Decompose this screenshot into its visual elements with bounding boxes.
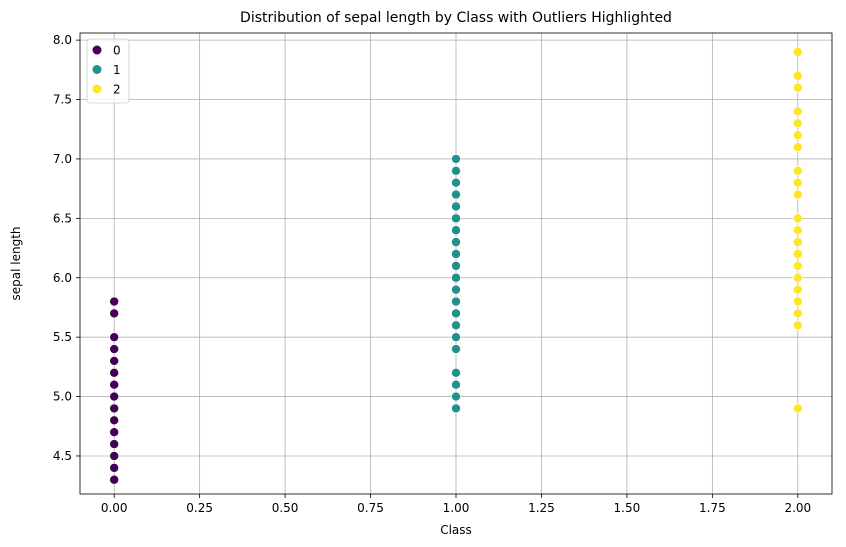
data-point-class-2: [793, 284, 803, 295]
x-tick-label: 0.50: [272, 501, 299, 515]
data-point-class-1: [451, 213, 461, 224]
data-point-class-2: [793, 166, 803, 176]
x-tick-label: 1.75: [699, 501, 726, 515]
data-point-class-1: [451, 237, 461, 247]
chart-title: Distribution of sepal length by Class wi…: [240, 10, 672, 26]
data-point-class-1: [451, 368, 461, 378]
x-tick-label: 0.00: [101, 501, 128, 515]
data-point-class-1: [451, 403, 461, 414]
data-point-class-2: [793, 296, 803, 307]
data-point-class-0: [109, 415, 119, 426]
data-point-class-1: [451, 391, 461, 402]
data-point-class-0: [109, 332, 119, 342]
legend-label-1: 1: [113, 63, 121, 77]
data-point-class-0: [109, 296, 119, 307]
legend: 0 1 2: [86, 38, 130, 104]
y-tick-label: 5.0: [53, 390, 72, 404]
legend-marker-1: [92, 65, 102, 74]
y-tick-label: 6.0: [53, 271, 72, 285]
data-point-class-1: [451, 320, 461, 331]
data-point-class-1: [451, 225, 461, 236]
data-point-class-0: [109, 308, 119, 319]
data-point-class-0: [109, 427, 119, 438]
data-point-class-1: [451, 166, 461, 176]
data-point-class-2: [793, 70, 803, 81]
data-point-class-0: [109, 463, 119, 473]
y-axis-label: sepal length: [9, 226, 23, 300]
x-axis-label: Class: [440, 523, 472, 537]
data-point-class-2: [793, 177, 803, 188]
data-point-class-1: [451, 154, 461, 164]
data-point-class-2: [793, 237, 803, 247]
data-point-class-1: [451, 284, 461, 295]
legend-marker-0: [92, 45, 102, 55]
data-point-class-2: [793, 47, 803, 57]
y-tick-label: 7.0: [53, 152, 72, 166]
data-point-class-2: [793, 82, 803, 93]
x-tick-label: 1.00: [443, 501, 470, 515]
x-tick-label: 0.25: [186, 501, 213, 515]
data-point-class-0: [109, 368, 119, 378]
data-point-class-2: [793, 142, 803, 152]
y-tick-label: 7.5: [53, 93, 72, 107]
data-point-class-2: [793, 130, 803, 140]
data-point-class-2: [793, 118, 803, 129]
y-tick-label: 8.0: [53, 33, 72, 47]
data-point-class-2: [793, 308, 803, 319]
data-point-class-0: [109, 439, 119, 449]
data-point-class-2: [793, 189, 803, 200]
data-point-class-1: [451, 379, 461, 390]
data-point-class-0: [109, 356, 119, 366]
x-tick-label: 2.00: [784, 501, 811, 515]
data-point-class-0: [109, 391, 119, 402]
data-point-class-0: [109, 379, 119, 390]
data-point-class-0: [109, 474, 119, 485]
data-point-class-1: [451, 201, 461, 212]
data-point-class-2: [793, 403, 803, 414]
legend-marker-2: [92, 84, 102, 94]
data-point-class-0: [109, 403, 119, 414]
data-point-class-1: [451, 177, 461, 188]
data-point-class-2: [793, 261, 803, 271]
data-point-class-1: [451, 272, 461, 283]
data-point-class-0: [109, 451, 119, 461]
x-tick-label: 0.75: [357, 501, 384, 515]
data-point-class-2: [793, 225, 803, 236]
data-point-class-1: [451, 308, 461, 319]
data-point-class-2: [793, 272, 803, 283]
y-tick-label: 4.5: [53, 449, 72, 463]
data-point-class-1: [451, 189, 461, 200]
data-point-class-2: [793, 320, 803, 331]
data-point-class-2: [793, 213, 803, 224]
legend-label-2: 2: [113, 83, 121, 97]
x-tick-label: 1.25: [528, 501, 555, 515]
data-point-class-1: [451, 332, 461, 342]
legend-label-0: 0: [113, 44, 121, 58]
y-tick-label: 5.5: [53, 330, 72, 344]
x-axis-ticks: 0.00 0.25 0.50 0.75 1.00 1.25 1.50 1.75 2.00: [101, 494, 811, 515]
data-point-class-1: [451, 249, 461, 259]
data-points: [109, 47, 803, 485]
data-point-class-1: [451, 296, 461, 307]
data-point-class-1: [451, 344, 461, 354]
data-point-class-2: [793, 106, 803, 117]
data-point-class-2: [793, 249, 803, 259]
y-tick-label: 6.5: [53, 211, 72, 225]
x-tick-label: 1.50: [614, 501, 641, 515]
data-point-class-0: [109, 344, 119, 354]
y-axis-ticks: 4.5 5.0 5.5 6.0 6.5 7.0 7.5 8.0: [53, 33, 80, 463]
data-point-class-1: [451, 261, 461, 271]
